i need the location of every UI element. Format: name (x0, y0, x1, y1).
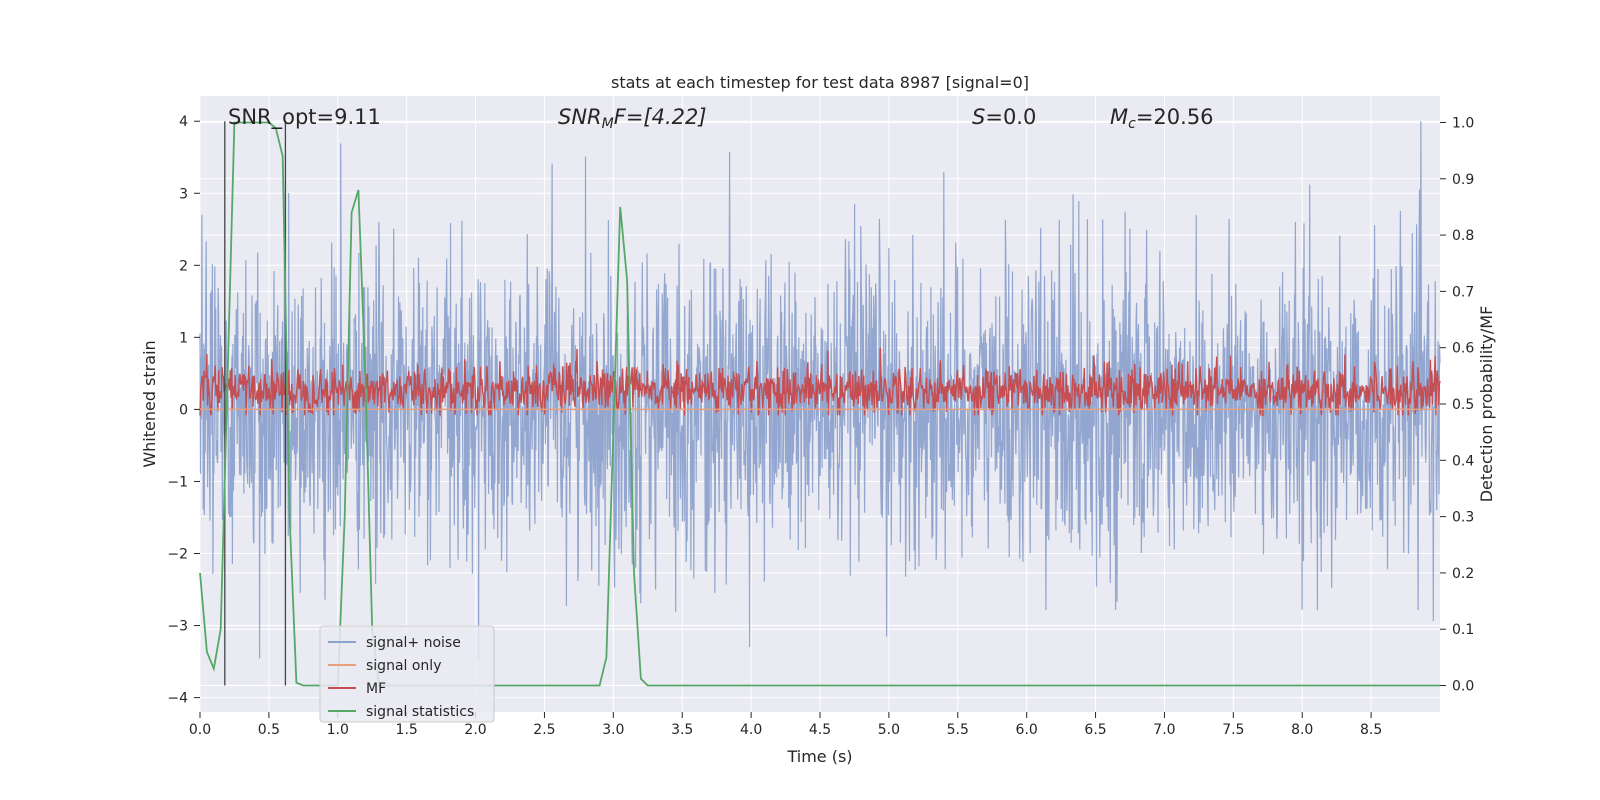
legend-label: MF (366, 681, 386, 697)
y-tick-label: 2 (179, 258, 188, 274)
y-tick-label: −4 (167, 691, 188, 707)
x-tick-label: 5.5 (947, 722, 969, 738)
y-tick-label: 0 (179, 402, 188, 418)
snr-mf-value: F=[4.22] (614, 105, 707, 129)
x-tick-label: 4.5 (809, 722, 831, 738)
signal-noise-line (199, 121, 1441, 662)
legend-box (319, 625, 495, 723)
mc-label: M (1110, 105, 1128, 129)
mf-series (199, 347, 1441, 416)
y-axis-ticks: 4 3 2 1 0 −1 −2 −3 −4 (167, 114, 200, 707)
x-tick-label: 0.5 (258, 722, 280, 738)
s-annotation: S=0.0 (972, 105, 1036, 129)
snr-mf-label: SNR (558, 105, 602, 129)
x-tick-label: 6.0 (1016, 722, 1038, 738)
y2-axis-label: Detection probability/MF (1477, 306, 1496, 503)
chart-title: stats at each timestep for test data 898… (611, 73, 1029, 92)
x-tick-label: 4.0 (740, 722, 762, 738)
x-tick-label: 7.0 (1153, 722, 1175, 738)
y2-tick-label: 0.8 (1452, 228, 1474, 244)
x-tick-label: 0.0 (189, 722, 211, 738)
x-tick-label: 8.5 (1360, 722, 1382, 738)
y2-tick-label: 0.5 (1452, 397, 1474, 413)
y-tick-label: 1 (179, 330, 188, 346)
legend: signal+ noise signal only MF signal statist… (319, 625, 495, 723)
y-tick-label: −2 (167, 546, 188, 562)
x-axis-label: Time (s) (786, 747, 852, 766)
x-axis-ticks: 0.0 0.5 1.0 1.5 2.0 2.5 3.0 3.5 4.0 4.5 5.0 5.5 6.0 6… (189, 712, 1382, 738)
legend-label: signal only (366, 658, 441, 674)
x-tick-label: 2.0 (464, 722, 486, 738)
legend-label: signal statistics (366, 704, 474, 720)
y-tick-label: 4 (179, 114, 188, 130)
mf-line (199, 347, 1441, 416)
y-tick-label: −3 (167, 619, 188, 635)
mc-annotation: Mc=20.56 (1110, 105, 1214, 132)
vertical-markers (224, 121, 287, 686)
y2-tick-label: 1.0 (1452, 115, 1474, 131)
y2-tick-label: 0.4 (1452, 453, 1474, 469)
x-tick-label: 8.0 (1291, 722, 1313, 738)
y2-tick-label: 0.2 (1452, 566, 1474, 582)
signal-noise-series (199, 121, 1441, 662)
x-tick-label: 2.5 (533, 722, 555, 738)
x-tick-label: 1.0 (327, 722, 349, 738)
y-tick-label: −1 (167, 474, 188, 490)
x-tick-label: 3.0 (602, 722, 624, 738)
x-tick-label: 5.0 (878, 722, 900, 738)
snr-mf-subscript: M (602, 116, 614, 132)
y2-tick-label: 0.1 (1452, 622, 1474, 638)
x-tick-label: 1.5 (396, 722, 418, 738)
y2-tick-label: 0.3 (1452, 510, 1474, 526)
x-tick-label: 3.5 (671, 722, 693, 738)
y2-axis-ticks: 1.0 0.9 0.8 0.7 0.6 0.5 0.4 0.3 0.2 0.1 0.0 (1440, 115, 1474, 695)
x-tick-label: 7.5 (1222, 722, 1244, 738)
y2-tick-label: 0.7 (1452, 284, 1474, 300)
s-label: S (972, 105, 985, 129)
y2-tick-label: 0.6 (1452, 341, 1474, 357)
snr-mf-annotation: SNRMF=[4.22] (558, 105, 707, 132)
mc-subscript: c (1128, 116, 1136, 132)
y-axis-label: Whitened strain (140, 340, 159, 467)
y2-tick-label: 0.9 (1452, 172, 1474, 188)
x-tick-label: 6.5 (1084, 722, 1106, 738)
snr-opt-annotation: SNR_opt=9.11 (228, 105, 381, 130)
mc-value: =20.56 (1136, 105, 1214, 129)
y-tick-label: 3 (179, 186, 188, 202)
s-value: =0.0 (985, 105, 1036, 129)
y2-tick-label: 0.0 (1452, 679, 1474, 695)
legend-label: signal+ noise (366, 635, 461, 651)
